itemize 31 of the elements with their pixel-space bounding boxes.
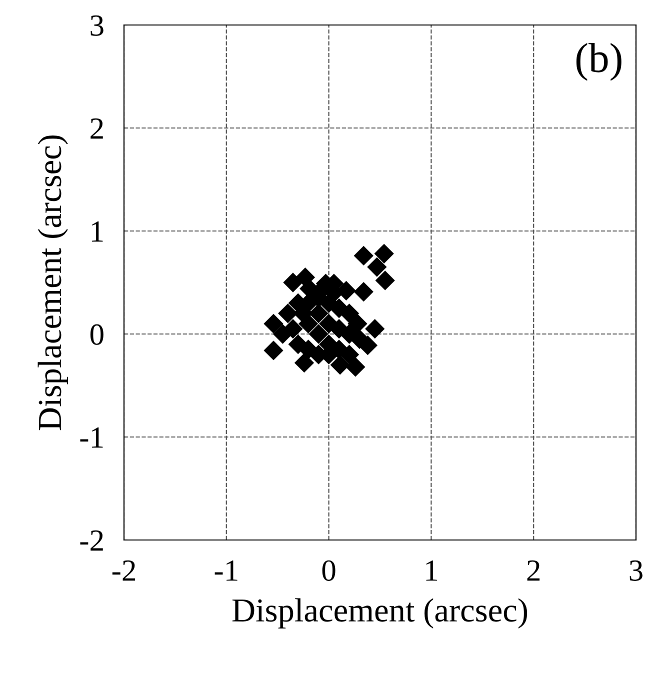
point [365,319,385,339]
x-tick-label: 1 [426,560,438,581]
point [367,257,387,277]
point [264,340,284,360]
y-axis-title: Displacement (arcsec) [38,135,68,430]
point [348,314,368,334]
x-tick-label: 3 [630,560,642,581]
point [308,324,328,344]
x-tick-label: 2 [527,560,540,581]
point [278,304,298,324]
x-tick-label: -2 [112,560,136,581]
point [375,270,395,290]
y-tick-label: 3 [90,15,104,36]
y-tick-label: 0 [90,324,104,345]
point [283,272,303,292]
point [354,246,374,266]
x-tick-label: -1 [214,560,238,581]
y-tick-label: -2 [80,530,103,551]
x-axis-title: Displacement (arcsec) [232,598,528,628]
point [354,282,374,302]
y-tick-label: 2 [90,118,103,139]
annotation: (b) [576,43,622,81]
point [346,357,366,377]
point [264,314,284,334]
point [330,355,350,375]
point [294,353,314,373]
point [374,244,394,264]
y-tick-label: 1 [92,221,103,242]
y-tick-label: -1 [80,427,103,448]
point [308,304,328,324]
x-tick-label: 0 [322,560,336,581]
